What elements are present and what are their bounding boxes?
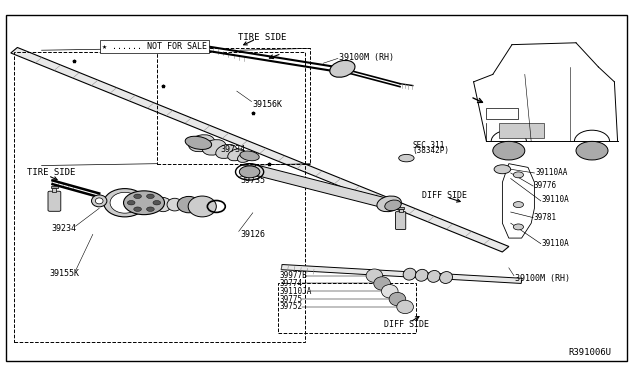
Text: 39735: 39735 xyxy=(240,176,265,185)
Ellipse shape xyxy=(428,270,440,282)
Ellipse shape xyxy=(403,268,416,280)
Ellipse shape xyxy=(95,198,103,204)
Ellipse shape xyxy=(110,192,140,213)
Polygon shape xyxy=(11,48,509,252)
Text: 39126: 39126 xyxy=(240,230,265,239)
Text: 39776: 39776 xyxy=(534,181,557,190)
Ellipse shape xyxy=(240,151,259,161)
Text: ★ ...... NOT FOR SALE: ★ ...... NOT FOR SALE xyxy=(102,42,207,51)
Text: 39110A: 39110A xyxy=(541,239,569,248)
Ellipse shape xyxy=(141,197,159,212)
Ellipse shape xyxy=(399,154,414,162)
Ellipse shape xyxy=(494,165,511,174)
Bar xyxy=(51,186,58,188)
Text: 39734: 39734 xyxy=(221,145,246,154)
Bar xyxy=(486,108,518,119)
Ellipse shape xyxy=(92,195,107,207)
Ellipse shape xyxy=(216,144,237,158)
Ellipse shape xyxy=(134,207,141,211)
Bar xyxy=(52,188,56,192)
Text: 39110AA: 39110AA xyxy=(535,168,568,177)
Text: 39156K: 39156K xyxy=(253,100,283,109)
Ellipse shape xyxy=(177,196,200,213)
Text: 39110JA: 39110JA xyxy=(280,287,312,296)
Ellipse shape xyxy=(185,136,212,150)
Ellipse shape xyxy=(385,200,401,211)
Ellipse shape xyxy=(202,140,226,155)
Ellipse shape xyxy=(153,201,161,205)
Ellipse shape xyxy=(237,153,252,163)
Text: DIFF SIDE: DIFF SIDE xyxy=(384,320,429,329)
Text: 39100M (RH): 39100M (RH) xyxy=(515,274,570,283)
Ellipse shape xyxy=(440,272,452,283)
Ellipse shape xyxy=(155,198,172,212)
FancyBboxPatch shape xyxy=(396,212,406,230)
Text: TIRE SIDE: TIRE SIDE xyxy=(27,169,76,177)
Text: 39100M (RH): 39100M (RH) xyxy=(339,53,394,62)
Text: 39155K: 39155K xyxy=(49,269,79,278)
Text: SEC.311: SEC.311 xyxy=(413,141,445,150)
Ellipse shape xyxy=(239,166,260,178)
Ellipse shape xyxy=(513,172,524,178)
FancyBboxPatch shape xyxy=(48,191,61,211)
Bar xyxy=(14,52,305,342)
Ellipse shape xyxy=(389,292,406,306)
Text: 39752: 39752 xyxy=(280,302,303,311)
Ellipse shape xyxy=(366,269,383,282)
Polygon shape xyxy=(250,165,387,207)
Ellipse shape xyxy=(576,141,608,160)
Text: 39774: 39774 xyxy=(280,279,303,288)
Ellipse shape xyxy=(513,202,524,208)
Ellipse shape xyxy=(513,224,524,230)
Text: 39781: 39781 xyxy=(534,213,557,222)
Ellipse shape xyxy=(381,285,398,298)
Text: R391006U: R391006U xyxy=(568,348,611,357)
Polygon shape xyxy=(281,264,522,283)
Ellipse shape xyxy=(189,135,214,152)
Text: 39234: 39234 xyxy=(51,224,77,233)
Bar xyxy=(397,207,404,209)
Ellipse shape xyxy=(330,60,355,77)
Ellipse shape xyxy=(228,149,245,161)
Text: 39110A: 39110A xyxy=(541,195,569,204)
Ellipse shape xyxy=(147,207,154,211)
Ellipse shape xyxy=(397,300,413,314)
Ellipse shape xyxy=(167,198,182,211)
Ellipse shape xyxy=(134,194,141,199)
Ellipse shape xyxy=(493,141,525,160)
Ellipse shape xyxy=(415,269,428,281)
Ellipse shape xyxy=(188,196,216,217)
Ellipse shape xyxy=(104,189,146,217)
Text: 39977B: 39977B xyxy=(280,271,307,280)
Bar xyxy=(278,283,416,333)
Ellipse shape xyxy=(377,196,401,212)
Ellipse shape xyxy=(147,194,154,199)
Text: (38342P): (38342P) xyxy=(413,146,450,155)
Ellipse shape xyxy=(124,191,164,215)
Ellipse shape xyxy=(374,277,390,290)
Ellipse shape xyxy=(127,201,135,205)
Ellipse shape xyxy=(179,199,191,210)
Text: DIFF SIDE: DIFF SIDE xyxy=(422,191,467,200)
Bar xyxy=(399,209,403,212)
Bar xyxy=(157,48,310,164)
Text: 39775: 39775 xyxy=(280,295,303,304)
Bar xyxy=(499,123,544,138)
Text: TIRE SIDE: TIRE SIDE xyxy=(238,33,287,42)
